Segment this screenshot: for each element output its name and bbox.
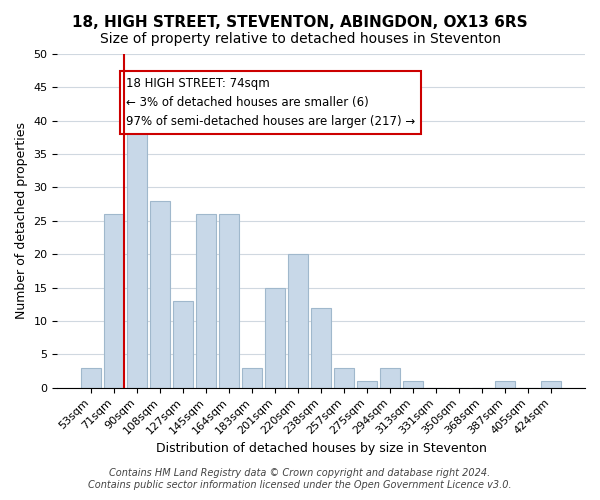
Bar [334,368,354,388]
Text: Contains HM Land Registry data © Crown copyright and database right 2024.
Contai: Contains HM Land Registry data © Crown c… [88,468,512,490]
Bar [403,381,423,388]
Text: 18 HIGH STREET: 74sqm
← 3% of detached houses are smaller (6)
97% of semi-detach: 18 HIGH STREET: 74sqm ← 3% of detached h… [126,78,415,128]
Text: Size of property relative to detached houses in Steventon: Size of property relative to detached ho… [100,32,500,46]
Bar [311,308,331,388]
Bar [104,214,124,388]
Bar [496,381,515,388]
Bar [173,301,193,388]
Bar [289,254,308,388]
Y-axis label: Number of detached properties: Number of detached properties [15,122,28,320]
Bar [541,381,561,388]
Bar [220,214,239,388]
Bar [380,368,400,388]
Bar [358,381,377,388]
Text: 18, HIGH STREET, STEVENTON, ABINGDON, OX13 6RS: 18, HIGH STREET, STEVENTON, ABINGDON, OX… [72,15,528,30]
Bar [151,201,170,388]
Bar [265,288,285,388]
Bar [127,108,147,388]
Bar [82,368,101,388]
X-axis label: Distribution of detached houses by size in Steventon: Distribution of detached houses by size … [156,442,487,455]
Bar [196,214,216,388]
Bar [242,368,262,388]
